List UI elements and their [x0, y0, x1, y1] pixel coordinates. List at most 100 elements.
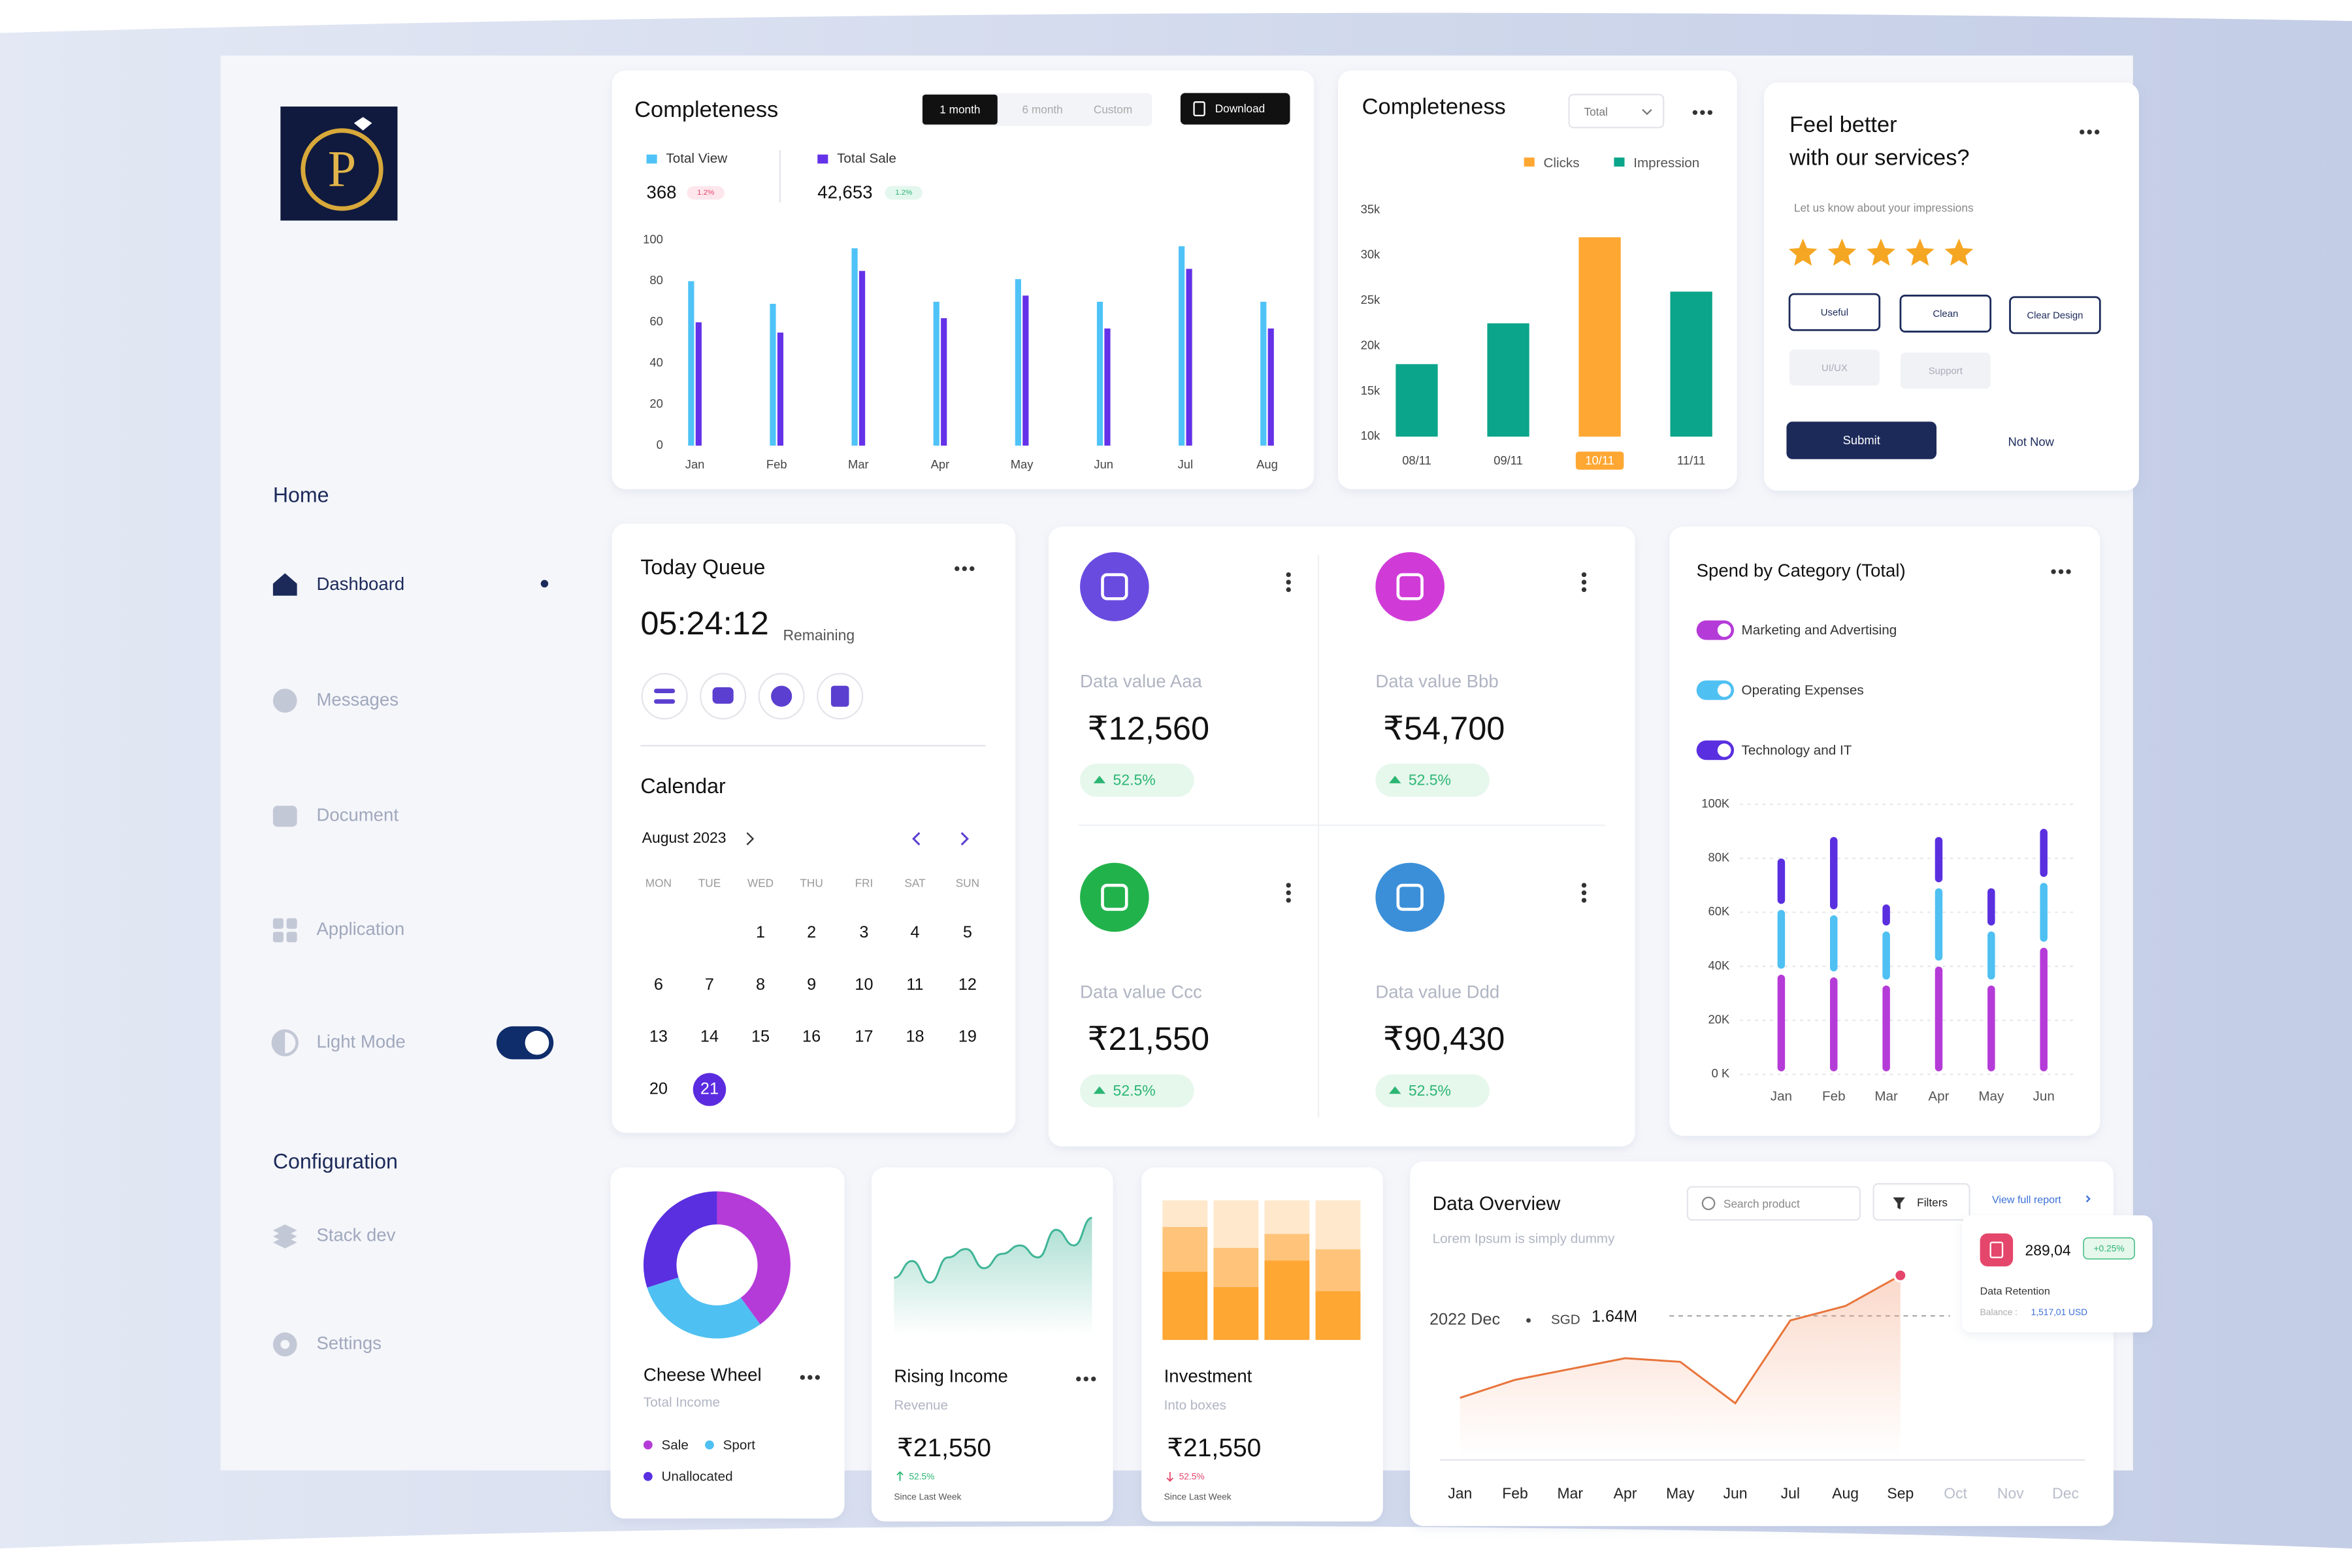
dropdown[interactable]: [1568, 93, 1665, 129]
next-month[interactable]: [960, 832, 969, 846]
menu-item[interactable]: Dashboard: [316, 574, 404, 594]
day[interactable]: 18: [906, 1028, 924, 1046]
tag[interactable]: [1788, 293, 1881, 331]
more-icon[interactable]: [2080, 129, 2085, 135]
queue-action[interactable]: [641, 673, 688, 720]
more-icon[interactable]: [1286, 898, 1291, 903]
more-icon[interactable]: [2095, 129, 2100, 135]
tag[interactable]: [1900, 352, 1991, 389]
bar: [1487, 323, 1529, 437]
tooltip-value: 289,04: [2025, 1241, 2070, 1258]
more-icon[interactable]: [970, 566, 975, 572]
more-icon[interactable]: [1581, 890, 1587, 896]
tag-label: Useful: [1821, 307, 1848, 318]
more-icon[interactable]: [955, 566, 960, 572]
more-icon[interactable]: [2051, 569, 2056, 574]
filters-button[interactable]: [1872, 1183, 1970, 1221]
rating-star[interactable]: [1867, 238, 1895, 266]
day[interactable]: 13: [649, 1028, 668, 1046]
more-icon[interactable]: [1286, 572, 1291, 578]
prev-month[interactable]: [912, 832, 921, 846]
day[interactable]: 16: [802, 1028, 821, 1046]
stat-value: ₹21,550: [1088, 1020, 1210, 1057]
chevron: [1642, 108, 1652, 116]
more-icon[interactable]: [1076, 1376, 1081, 1382]
bar-segment: [1213, 1286, 1259, 1340]
day[interactable]: 11: [906, 975, 923, 994]
more-icon[interactable]: [1581, 898, 1587, 903]
day[interactable]: 9: [807, 975, 816, 994]
more-icon[interactable]: [1581, 883, 1587, 888]
up-arrow: [896, 1471, 904, 1481]
more-icon[interactable]: [1286, 587, 1291, 593]
weekday: MON: [645, 876, 672, 889]
more-icon[interactable]: [808, 1375, 813, 1380]
more-icon[interactable]: [2058, 569, 2064, 574]
download-button[interactable]: [1180, 93, 1290, 125]
more-icon[interactable]: [1286, 883, 1291, 888]
submit-button[interactable]: [1786, 421, 1937, 459]
rating-star[interactable]: [1788, 238, 1818, 266]
more-icon[interactable]: [1700, 110, 1705, 115]
day[interactable]: 8: [756, 975, 765, 994]
more-icon[interactable]: [2087, 129, 2092, 135]
more-icon[interactable]: [1083, 1376, 1088, 1382]
rating-star[interactable]: [1827, 238, 1857, 266]
tag[interactable]: [1899, 295, 1992, 333]
x-tick-label: Apr: [1928, 1088, 1949, 1103]
x-tick-label: Apr: [931, 457, 950, 471]
bar-segment: [1830, 837, 1838, 909]
more-icon[interactable]: [1692, 110, 1698, 115]
day[interactable]: 14: [700, 1028, 719, 1046]
stat-icon: [1375, 862, 1445, 932]
menu-item[interactable]: Document: [316, 805, 399, 825]
day[interactable]: 3: [859, 923, 868, 941]
more-icon[interactable]: [2066, 569, 2071, 574]
stat-name: Data value Ddd: [1375, 982, 1499, 1002]
rating-star[interactable]: [1944, 238, 1974, 266]
more-icon[interactable]: [1286, 580, 1291, 585]
more-icon[interactable]: [1581, 587, 1587, 593]
day[interactable]: 12: [958, 975, 977, 994]
menu-item[interactable]: Messages: [316, 689, 399, 710]
day[interactable]: 4: [910, 923, 919, 941]
menu-item[interactable]: Stack dev: [316, 1225, 395, 1245]
x-tick-label: Jun: [1094, 457, 1113, 471]
day[interactable]: 7: [705, 975, 714, 994]
day[interactable]: 2: [807, 923, 816, 941]
more-icon[interactable]: [1581, 580, 1587, 585]
chevron[interactable]: [746, 832, 755, 845]
tab[interactable]: 6 month: [1022, 103, 1063, 116]
tag[interactable]: [2009, 296, 2101, 335]
day[interactable]: 5: [963, 923, 972, 941]
more-icon[interactable]: [1091, 1376, 1096, 1382]
day[interactable]: 19: [958, 1028, 977, 1046]
day[interactable]: 10: [855, 975, 873, 994]
more-icon[interactable]: [800, 1375, 805, 1380]
day[interactable]: 1: [756, 923, 765, 941]
more-icon[interactable]: [1286, 890, 1291, 896]
day[interactable]: 20: [649, 1079, 668, 1098]
more-icon[interactable]: [815, 1375, 820, 1380]
tooltip-balance: 1,517,01 USD: [2031, 1307, 2088, 1317]
report-link[interactable]: View full report: [1992, 1194, 2061, 1206]
dismiss-link[interactable]: Not Now: [2008, 434, 2054, 448]
prompt: Let us know about your impressions: [1794, 201, 1974, 214]
tab[interactable]: 1 month: [939, 103, 980, 116]
more-icon[interactable]: [1581, 572, 1587, 578]
weekday: SUN: [956, 876, 979, 889]
menu-item[interactable]: Application: [316, 919, 404, 939]
day[interactable]: 6: [654, 975, 663, 994]
legend-dot: [643, 1472, 653, 1481]
day[interactable]: 15: [751, 1028, 770, 1046]
more-icon[interactable]: [962, 566, 967, 572]
search-box[interactable]: [1686, 1186, 1861, 1221]
bar-segment: [1264, 1233, 1310, 1261]
more-icon[interactable]: [1707, 110, 1713, 115]
tab[interactable]: Custom: [1094, 103, 1132, 116]
tag[interactable]: [1789, 350, 1880, 386]
day[interactable]: 21: [700, 1079, 719, 1098]
day[interactable]: 17: [855, 1028, 873, 1046]
menu-item[interactable]: Settings: [316, 1333, 382, 1353]
rating-star[interactable]: [1905, 238, 1935, 266]
